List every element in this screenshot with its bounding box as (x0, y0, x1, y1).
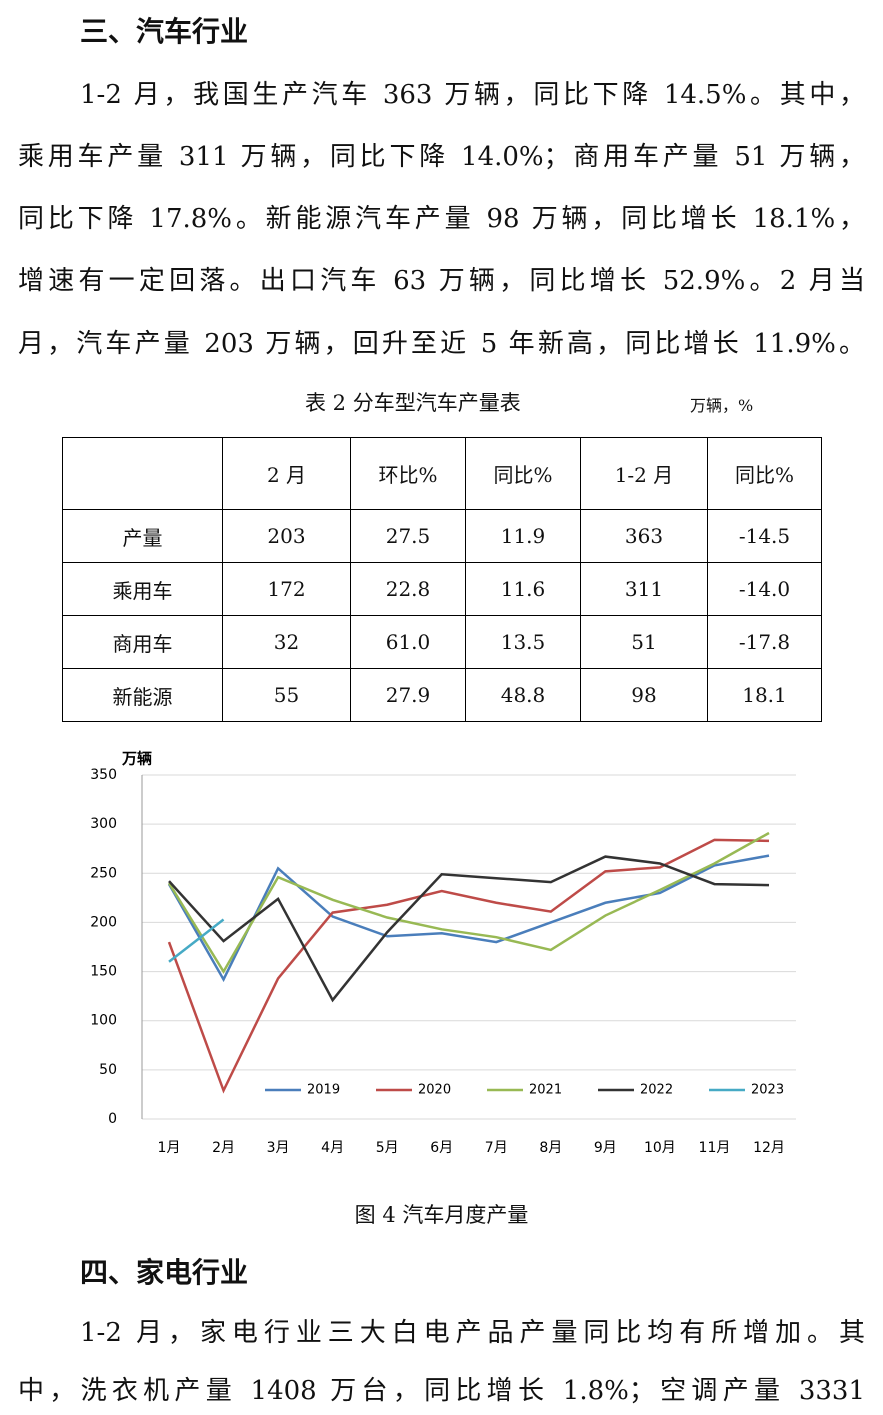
table-cell: 48.8 (465, 668, 581, 722)
table-cell: -14.0 (707, 562, 822, 616)
section-heading: 三、汽车行业 (80, 15, 249, 48)
y-tick-label: 250 (90, 865, 117, 881)
table-header-cell: 环比% (350, 437, 466, 510)
x-tick-label: 11月 (699, 1140, 731, 1156)
y-axis-label: 万辆 (121, 750, 152, 768)
table-cell: 13.5 (465, 615, 581, 669)
paragraph-line: 中，洗衣机产量 1408 万台，同比增长 1.8%；空调产量 3331 (18, 1376, 865, 1406)
table-row: 乘用车 172 22.8 11.6 311 -14.0 (62, 562, 822, 616)
table-cell: 产量 (62, 509, 223, 563)
y-tick-label: 0 (108, 1111, 117, 1127)
series-line (167, 854, 770, 983)
table-row: 产量 203 27.5 11.9 363 -14.5 (62, 509, 822, 563)
series-line (167, 838, 770, 1094)
x-tick-label: 6月 (430, 1140, 453, 1156)
x-tick-label: 1月 (158, 1140, 181, 1156)
x-tick-label: 3月 (267, 1140, 290, 1156)
table-cell: 172 (222, 562, 351, 616)
legend-label: 2019 (307, 1083, 340, 1098)
y-tick-label: 350 (90, 767, 117, 783)
y-tick-label: 300 (90, 816, 117, 832)
figure-caption: 图 4 汽车月度产量 (354, 1203, 529, 1227)
table-cell: 32 (222, 615, 351, 669)
y-tick-label: 100 (90, 1013, 117, 1029)
x-tick-label: 12月 (753, 1140, 785, 1156)
x-tick-label: 8月 (539, 1140, 562, 1156)
table-cell: 203 (222, 509, 351, 563)
section-heading: 四、家电行业 (80, 1256, 249, 1289)
table-cell: 311 (580, 562, 708, 616)
x-tick-label: 10月 (644, 1140, 676, 1156)
y-tick-label: 50 (99, 1062, 117, 1078)
legend-label: 2021 (529, 1083, 562, 1098)
chart: 万辆 0 50 100 150 200 250 300 350 1月 2月 3月 4月 5月 6月 7月 8月… (90, 750, 796, 1156)
table-row: 新能源 55 27.9 48.8 98 18.1 (62, 668, 822, 722)
table-unit: 万辆，% (690, 396, 754, 415)
paragraph-line: 月，汽车产量 203 万辆，回升至近 5 年新高，同比增长 11.9%。 (18, 329, 865, 359)
y-tick-label: 150 (90, 964, 117, 980)
y-tick-label: 200 (90, 914, 117, 930)
table-header-cell: 2 月 (222, 437, 351, 510)
series-line (168, 855, 770, 1003)
x-tick-label: 7月 (485, 1140, 508, 1156)
series-line (168, 918, 225, 963)
table-cell: 27.5 (350, 509, 466, 563)
table-cell: 18.1 (707, 668, 822, 722)
table-cell: 22.8 (350, 562, 466, 616)
paragraph-line: 1-2 月，我国生产汽车 363 万辆，同比下降 14.5%。其中， (80, 80, 865, 110)
table-header-row: 2 月环比% 同比% 1-2 月同比% (62, 437, 822, 510)
table-caption: 表 2 分车型汽车产量表 (305, 391, 521, 415)
table-header-cell: 同比% (465, 437, 581, 510)
legend-label: 2020 (418, 1083, 451, 1098)
table-cell: 乘用车 (62, 562, 223, 616)
x-tick-label: 2月 (212, 1140, 235, 1156)
table-cell: 98 (580, 668, 708, 722)
paragraph-line: 同比下降 17.8%。新能源汽车产量 98 万辆，同比增长 18.1%， (18, 204, 865, 234)
legend-label: 2023 (751, 1083, 784, 1098)
legend-label: 2022 (640, 1083, 673, 1098)
table-cell: 27.9 (350, 668, 466, 722)
table-cell: -17.8 (707, 615, 822, 669)
table-cell: 61.0 (350, 615, 466, 669)
paragraph-line: 1-2 月，家电行业三大白电产品产量同比均有所增加。其 (80, 1318, 865, 1348)
table-cell: 新能源 (62, 668, 223, 722)
table-cell: -14.5 (707, 509, 822, 563)
x-tick-label: 5月 (376, 1140, 399, 1156)
x-tick-label: 9月 (594, 1140, 617, 1156)
table-cell: 11.6 (465, 562, 581, 616)
paragraph-line: 增速有一定回落。出口汽车 63 万辆，同比增长 52.9%。2 月当 (18, 266, 865, 296)
table-header-cell: 1-2 月 (580, 437, 708, 510)
table-cell: 11.9 (465, 509, 581, 563)
x-tick-label: 4月 (321, 1140, 344, 1156)
table: 2 月环比% 同比% 1-2 月同比% 产量 203 27.5 11.9 363 -14.5 乘用… (62, 437, 822, 722)
table-cell: 55 (222, 668, 351, 722)
paragraph-line: 乘用车产量 311 万辆，同比下降 14.0%；商用车产量 51 万辆， (18, 142, 865, 172)
series-line (167, 831, 770, 975)
table-header-cell: 同比% (707, 437, 822, 510)
